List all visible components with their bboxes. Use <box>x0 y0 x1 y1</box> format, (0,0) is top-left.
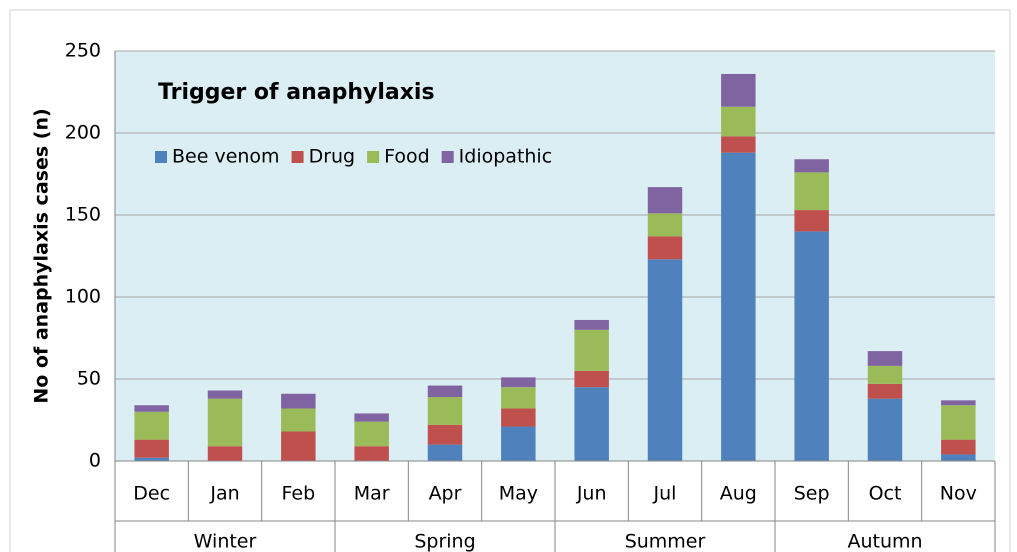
bar-segment <box>867 383 903 399</box>
bar-segment <box>427 424 463 445</box>
y-tick-label: 50 <box>77 368 101 390</box>
bar-segment <box>794 210 829 232</box>
legend-label: Bee venom <box>172 146 280 168</box>
bar-segment <box>354 446 389 461</box>
bar-segment <box>574 319 609 330</box>
x-tick-label: Nov <box>940 483 977 505</box>
legend-swatch <box>441 151 454 163</box>
group-label: Winter <box>194 531 257 552</box>
bar-segment <box>427 444 463 461</box>
bar-segment <box>207 398 243 447</box>
legend-label: Food <box>384 146 430 168</box>
bar-segment <box>134 405 169 412</box>
bar-segment <box>721 152 756 461</box>
bar-segment <box>281 431 316 461</box>
y-tick-label: 250 <box>65 40 101 62</box>
bar-segment <box>647 187 683 214</box>
legend-label: Idiopathic <box>459 146 553 168</box>
bar-segment <box>941 400 976 406</box>
bar-segment <box>867 365 903 384</box>
legend-label: Drug <box>309 146 356 168</box>
bar-segment <box>207 390 243 399</box>
bar-segment <box>867 351 903 366</box>
bar-segment <box>647 213 683 237</box>
bar-segment <box>134 457 169 461</box>
x-tick-label: Jun <box>576 483 607 505</box>
bar-segment <box>134 439 169 458</box>
group-label: Summer <box>625 531 706 552</box>
x-tick-label: May <box>499 483 538 505</box>
legend-swatch <box>155 151 167 163</box>
bar-segment <box>574 370 609 388</box>
bar-segment <box>647 259 683 461</box>
y-axis-label: No of anaphylaxis cases (n) <box>31 108 53 403</box>
bar-segment <box>647 236 683 260</box>
bar-segment <box>867 398 903 461</box>
bars <box>134 73 976 461</box>
x-tick-label: Feb <box>282 483 316 505</box>
bar-segment <box>721 106 756 137</box>
bar-segment <box>941 439 976 455</box>
chart-title: Trigger of anaphylaxis <box>158 80 435 105</box>
x-tick-label: Jul <box>653 483 677 505</box>
x-tick-label: Mar <box>354 483 390 505</box>
bar-segment <box>574 329 609 371</box>
bar-segment <box>501 408 536 427</box>
x-tick-label: Oct <box>869 483 902 505</box>
y-tick-label: 100 <box>65 286 101 308</box>
bar-segment <box>134 411 169 440</box>
bar-segment <box>794 231 829 461</box>
bar-segment <box>501 426 536 461</box>
bar-segment <box>941 405 976 440</box>
x-tick-label: Dec <box>133 483 170 505</box>
bar-segment <box>207 446 243 461</box>
legend-swatch <box>367 151 380 163</box>
legend: Bee venom Drug Food Idiopathic <box>155 146 552 168</box>
bar-segment <box>941 454 976 461</box>
bar-segment <box>501 387 536 409</box>
bar-segment <box>354 413 389 422</box>
x-tick-label: Sep <box>794 483 830 505</box>
group-label: Spring <box>414 531 475 552</box>
y-tick-label: 0 <box>89 450 101 472</box>
bar-segment <box>721 136 756 153</box>
x-tick-label: Jan <box>209 483 239 505</box>
bar-segment <box>794 159 829 173</box>
bar-segment <box>281 393 316 409</box>
bar-segment <box>501 377 536 388</box>
x-tick-label: Aug <box>720 483 757 505</box>
legend-swatch <box>291 151 304 163</box>
bar-segment <box>354 421 389 447</box>
bar-segment <box>794 172 829 211</box>
y-tick-label: 200 <box>65 122 101 144</box>
plot-area <box>115 51 995 461</box>
bar-segment <box>427 385 463 398</box>
y-tick-label: 150 <box>65 204 101 226</box>
bar-segment <box>574 387 609 461</box>
bar-segment <box>427 397 463 425</box>
bar-segment <box>281 408 316 432</box>
x-axis: 0 50 100 150 200 250 Dec Jan Feb Mar Apr May Jun Jul A… <box>65 40 996 552</box>
group-label: Autumn <box>847 531 922 552</box>
bar-segment <box>721 73 756 107</box>
x-tick-label: Apr <box>429 483 462 505</box>
